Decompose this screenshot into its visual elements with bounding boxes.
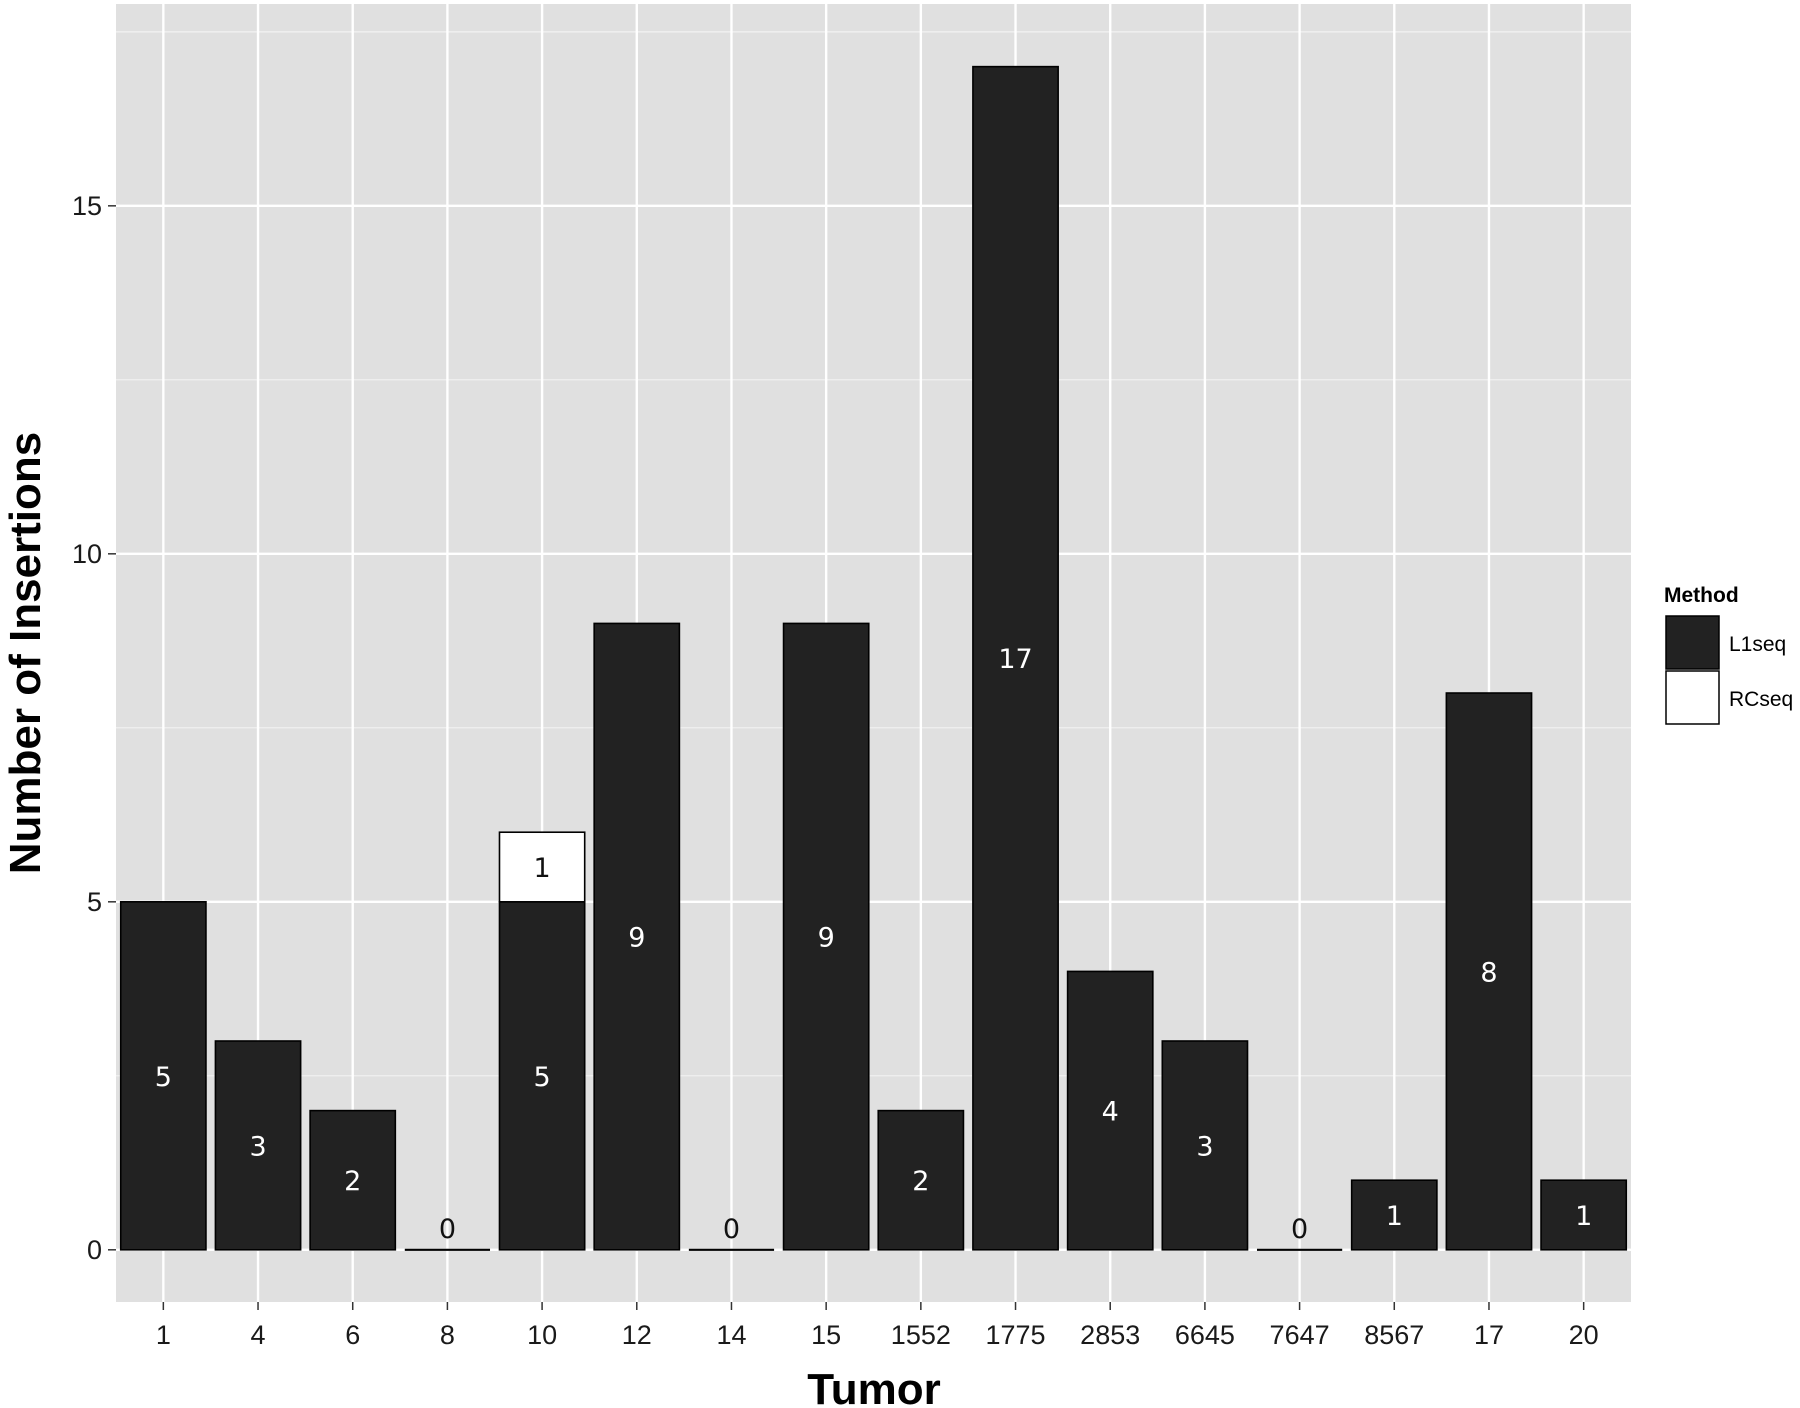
- bar-value-label: 9: [818, 923, 835, 954]
- x-axis-title: Tumor: [807, 1365, 941, 1408]
- legend-key-rcseq: [1665, 670, 1720, 725]
- x-tick-label: 1: [156, 1320, 171, 1350]
- bar-l1seq: [782, 622, 870, 1251]
- x-tick-label: 15: [811, 1320, 841, 1350]
- y-tick-label: 10: [72, 539, 102, 569]
- bar-value-label: 17: [998, 644, 1032, 675]
- bar-value-label: 0: [1291, 1214, 1308, 1245]
- x-tick-label: 4: [251, 1320, 266, 1350]
- bar-value-label: 1: [534, 853, 551, 884]
- bar-value-label: 9: [628, 923, 645, 954]
- bar-l1seq: [972, 65, 1059, 1251]
- bar-l1seq: [119, 901, 207, 1251]
- legend: Method L1seq RCseq: [1664, 584, 1793, 725]
- bar-value-label: 0: [439, 1214, 456, 1245]
- x-tick-label: 1552: [891, 1320, 951, 1350]
- grid-minor: [116, 31, 1631, 1077]
- x-tick-label: 8567: [1364, 1320, 1424, 1350]
- bar-value-label: 8: [1480, 957, 1497, 988]
- bar-value-label: 3: [1196, 1131, 1213, 1162]
- x-axis: 1 4 6 8 10 12 14 15 1552 1775 2853 6645 7647 8567 17 20: [156, 1302, 1599, 1350]
- x-tick-label: 14: [716, 1320, 746, 1350]
- y-axis-title: Number of Insertions: [1, 432, 50, 875]
- bars: [119, 65, 1628, 1251]
- x-tick-label: 20: [1569, 1320, 1599, 1350]
- x-tick-label: 7647: [1270, 1320, 1330, 1350]
- bar-l1seq: [1445, 692, 1533, 1251]
- y-tick-label: 5: [87, 887, 102, 917]
- bar-l1seq: [1540, 1179, 1628, 1251]
- bar-value-label: 1: [1575, 1201, 1592, 1232]
- legend-label-rcseq: RCseq: [1729, 688, 1793, 711]
- x-tick-label: 6: [345, 1320, 360, 1350]
- x-tick-label: 2853: [1080, 1320, 1140, 1350]
- bar-value-label: 5: [534, 1062, 551, 1093]
- legend-key-l1seq: [1665, 615, 1720, 670]
- bar-l1seq: [1066, 970, 1154, 1251]
- x-tick-label: 1775: [985, 1320, 1045, 1350]
- x-tick-label: 8: [440, 1320, 455, 1350]
- bar-rcseq: [498, 831, 586, 903]
- bar-value-label: 0: [723, 1214, 740, 1245]
- bar-l1seq: [1161, 1040, 1249, 1251]
- y-tick-label: 0: [87, 1235, 102, 1265]
- bar-l1seq: [498, 901, 586, 1251]
- bar-value-label: 5: [155, 1062, 172, 1093]
- bar-l1seq: [593, 622, 681, 1251]
- y-tick-label: 15: [72, 191, 102, 221]
- bar-value-label: 2: [912, 1166, 929, 1197]
- bar-l1seq: [1350, 1179, 1438, 1251]
- x-tick-label: 6645: [1175, 1320, 1235, 1350]
- bar-value-label: 3: [249, 1131, 266, 1162]
- legend-label-l1seq: L1seq: [1729, 633, 1786, 656]
- legend-title: Method: [1664, 584, 1739, 607]
- bar-l1seq: [877, 1109, 965, 1251]
- plot-panel: [116, 4, 1631, 1302]
- x-tick-label: 10: [527, 1320, 557, 1350]
- y-axis: 0 5 10 15: [72, 191, 116, 1265]
- x-tick-label: 17: [1474, 1320, 1504, 1350]
- bar-labels: 5 3 2 0 5 1 9 0 9 2 17 4 3 0 1 8 1: [155, 644, 1593, 1245]
- bar-value-label: 4: [1102, 1097, 1119, 1128]
- x-tick-label: 12: [622, 1320, 652, 1350]
- bar-value-label: 2: [344, 1166, 361, 1197]
- bar-value-label: 1: [1386, 1201, 1403, 1232]
- bar-l1seq: [214, 1040, 302, 1251]
- bar-l1seq: [309, 1109, 397, 1251]
